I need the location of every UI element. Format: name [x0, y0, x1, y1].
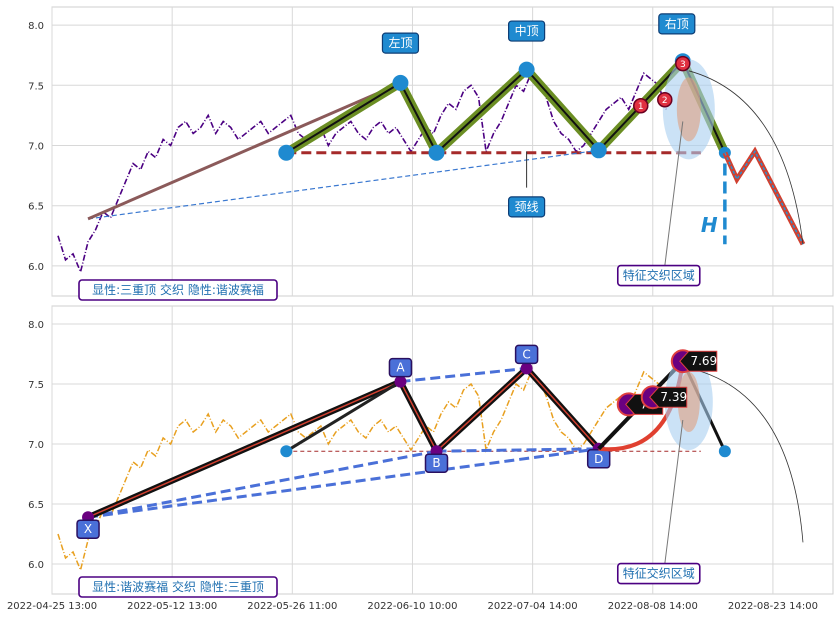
pattern-point: [518, 61, 535, 78]
x-axis: 2022-04-25 13:00 2022-05-12 13:00 2022-05-…: [7, 601, 818, 612]
support-dashed-line: [87, 149, 599, 220]
shoulder-point: [280, 445, 293, 458]
harmonic-label-box: [424, 453, 449, 473]
pattern-point: [278, 144, 295, 161]
harmonic-label: A: [396, 361, 405, 375]
y-tick-label: 7.0: [28, 440, 44, 451]
harmonic-dashed-line: [400, 366, 527, 384]
price-tag-label: 7.69: [690, 354, 717, 368]
marker-label: 2: [662, 96, 668, 106]
projection-line: [724, 150, 804, 245]
bottom-panel: 8.07.57.06.56.0XABCD7.37.397.69特征交织区域显性:…: [28, 305, 834, 598]
price-tag-label: 7.39: [660, 390, 687, 404]
y-tick-label: 6.0: [28, 560, 44, 571]
top-panel: 8.0 7.5 7.0 6.5 6.0 1 2 3 H 左顶 中顶 右顶颈线特征交织区域显性:三重顶 …: [28, 6, 834, 301]
pattern-point: [428, 144, 445, 161]
right-top-label-box: [658, 13, 696, 35]
mid-top-label: 中顶: [515, 23, 539, 38]
y-tick-label: 7.5: [28, 81, 44, 92]
price-series-line: [57, 71, 668, 275]
price-tag-box: [649, 386, 688, 408]
zone-ellipse-inner: [676, 77, 701, 142]
price-series-line: [57, 370, 668, 573]
y-tick-label: 6.0: [28, 262, 44, 273]
harmonic-dashed-line: [87, 447, 599, 519]
y-tick-label: 6.5: [28, 202, 44, 213]
legend-label-box: [78, 576, 278, 598]
marker-circle: [633, 97, 649, 114]
harmonic-label-box: [514, 344, 539, 365]
shoulder-line: [285, 380, 402, 453]
zone-label: 特征交织区域: [623, 268, 695, 283]
mid-top-label-box: [508, 20, 546, 42]
marker-circle: [657, 91, 673, 108]
x-tick-label: 2022-05-12 13:00: [127, 601, 217, 612]
zone-label: 特征交织区域: [623, 566, 695, 581]
harmonic-label-box: [388, 357, 413, 378]
harmonic-label: X: [84, 522, 92, 536]
trend-line: [87, 85, 394, 221]
x-tick-label: 2022-08-23 14:00: [728, 601, 818, 612]
x-tick-label: 2022-05-26 11:00: [247, 601, 337, 612]
price-tag-box: [679, 350, 718, 372]
legend-label-box: [78, 279, 278, 301]
reversal-point: [718, 445, 731, 458]
neck-label-box: [508, 196, 546, 218]
harmonic-dashed-line: [436, 447, 599, 453]
harmonic-point: [394, 375, 407, 388]
y-tick-label: 8.0: [28, 320, 44, 331]
harmonic-label-box: [76, 519, 100, 539]
harmonic-label: D: [594, 452, 603, 466]
y-tick-label: 8.0: [28, 21, 44, 32]
y-tick-label: 6.5: [28, 500, 44, 511]
zone-label-box: [616, 562, 701, 585]
marker-label: 3: [680, 60, 686, 70]
zone-label-box: [616, 264, 701, 287]
height-label: H: [701, 213, 718, 237]
projection-arc: [694, 369, 804, 543]
legend-label: 显性:谐波赛福 交织 隐性:三重顶: [92, 579, 264, 594]
harmonic-label: C: [522, 347, 530, 361]
zone-pointer: [664, 419, 684, 565]
projection-arc: [688, 70, 804, 245]
marker-circle: [675, 55, 691, 72]
y-tick-label: 7.0: [28, 141, 44, 152]
x-tick-label: 2022-06-10 10:00: [367, 601, 457, 612]
left-top-label-box: [381, 32, 420, 54]
y-tick-label: 7.5: [28, 380, 44, 391]
pattern-point: [590, 142, 607, 159]
harmonic-label: B: [432, 456, 440, 470]
x-tick-label: 2022-07-04 14:00: [488, 601, 578, 612]
marker-label: 1: [638, 102, 644, 112]
harmonic-point: [520, 362, 533, 375]
x-tick-label: 2022-04-25 13:00: [7, 601, 97, 612]
neck-label: 颈线: [515, 200, 539, 214]
pattern-point: [392, 74, 409, 91]
legend-label: 显性:三重顶 交织 隐性:谐波赛福: [92, 282, 264, 297]
zone-pointer: [664, 121, 684, 266]
right-top-label: 右顶: [665, 16, 689, 31]
x-tick-label: 2022-08-08 14:00: [608, 601, 698, 612]
left-top-label: 左顶: [388, 35, 412, 50]
